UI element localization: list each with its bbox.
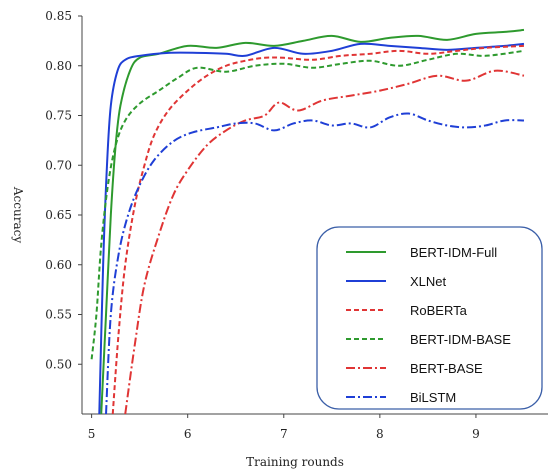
series-line-bert-idm-base xyxy=(90,49,525,360)
series-line-bert-idm-full xyxy=(100,28,525,414)
y-axis-title: Accuracy xyxy=(11,186,25,243)
y-tick-label: 0.60 xyxy=(45,258,72,272)
legend-label-bert-base: BERT-BASE xyxy=(410,361,483,376)
legend-box xyxy=(316,226,543,410)
legend: BERT-IDM-Full XLNet RoBERTa BERT-IDM-BASE BE… xyxy=(316,226,543,410)
y-tick-label: 0.75 xyxy=(45,109,72,123)
axes: 0.50 0.55 0.60 0.65 0.70 0.75 0.80 0.85 5 6 7 8 9 Tra… xyxy=(11,9,548,469)
legend-label-bilstm: BiLSTM xyxy=(410,390,456,405)
series-line-bilstm xyxy=(105,112,524,414)
legend-label-bert-idm-full: BERT-IDM-Full xyxy=(410,245,497,260)
series-line-xlnet xyxy=(98,42,525,414)
x-axis-title: Training rounds xyxy=(246,455,344,469)
y-tick-label: 0.80 xyxy=(45,59,72,73)
series-line-roberta xyxy=(111,44,525,414)
x-tick-label: 9 xyxy=(472,427,480,441)
y-tick-label: 0.65 xyxy=(45,208,72,222)
legend-label-xlnet: XLNet xyxy=(410,274,447,289)
legend-label-roberta: RoBERTa xyxy=(410,303,468,318)
x-tick-label: 5 xyxy=(88,427,96,441)
series-line-bert-base xyxy=(124,69,525,414)
y-tick-label: 0.70 xyxy=(45,158,72,172)
series-layer xyxy=(90,28,525,414)
y-tick-label: 0.50 xyxy=(45,357,72,371)
x-tick-label: 8 xyxy=(376,427,384,441)
legend-label-bert-idm-base: BERT-IDM-BASE xyxy=(410,332,511,347)
x-tick-label: 6 xyxy=(184,427,192,441)
x-tick-label: 7 xyxy=(280,427,288,441)
y-tick-label: 0.85 xyxy=(45,9,72,23)
y-tick-label: 0.55 xyxy=(45,308,72,322)
